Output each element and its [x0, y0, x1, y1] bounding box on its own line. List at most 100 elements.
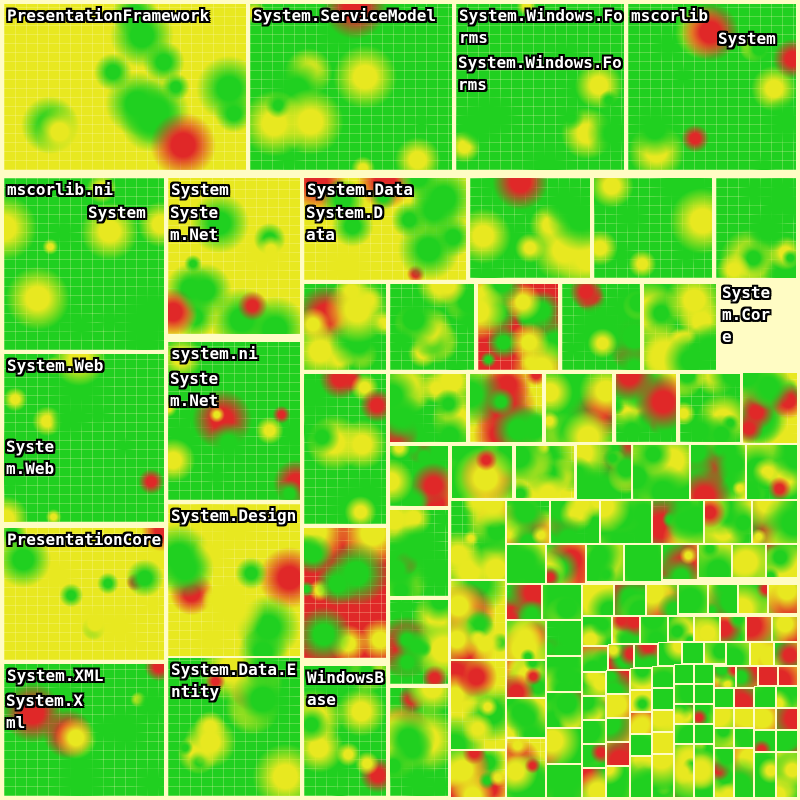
treemap-tile: [546, 764, 582, 798]
treemap-tile: [506, 620, 546, 660]
treemap-tile: [714, 728, 734, 748]
treemap-tile: [652, 666, 674, 688]
treemap-tile: [694, 684, 714, 704]
treemap-tile: [678, 584, 708, 614]
treemap-tile: [708, 584, 738, 614]
treemap-tile: [714, 748, 734, 798]
treemap-tile: [674, 664, 694, 684]
treemap-tile: [694, 724, 714, 744]
treemap-tile: [514, 444, 576, 500]
treemap-tile: [544, 372, 614, 444]
treemap-tile: [606, 694, 630, 718]
treemap-tile: [674, 744, 694, 798]
treemap-tile: [630, 712, 652, 734]
treemap-tile: [576, 444, 632, 500]
treemap-tile: [582, 720, 606, 744]
treemap-tile: [694, 704, 714, 724]
treemap-tile: [506, 738, 546, 798]
treemap-tile: [734, 748, 754, 798]
treemap-tile: [614, 372, 678, 444]
treemap-tile-n9: System.Web: [2, 352, 166, 524]
treemap-tile: [606, 742, 630, 766]
treemap-tile: [704, 500, 752, 544]
treemap-label: System.XML: [7, 666, 104, 685]
treemap-tile: [506, 584, 542, 620]
treemap-tile: [682, 642, 704, 664]
treemap-tile: [704, 642, 726, 664]
treemap-tile: [630, 734, 652, 756]
treemap-tile: [606, 718, 630, 742]
treemap-tile: [600, 500, 652, 544]
treemap-tile: [734, 728, 754, 748]
treemap-tile-n7: System.Data: [302, 176, 468, 282]
treemap-tile: [652, 688, 674, 710]
treemap-tile: [546, 728, 582, 764]
treemap-tile-n12: System.Design: [166, 502, 302, 660]
treemap-tile: [652, 754, 674, 798]
treemap-tile: [302, 526, 388, 660]
treemap-tile: [614, 584, 646, 616]
treemap-tile: [694, 616, 720, 642]
treemap-tile: [694, 744, 714, 798]
treemap-label: System.Windows.Forms: [459, 6, 623, 47]
treemap-tile: [582, 768, 606, 798]
treemap-tile: [450, 750, 506, 798]
treemap-tile: [506, 500, 550, 544]
treemap-tile: [560, 282, 642, 372]
treemap-tile: [734, 688, 754, 708]
treemap-tile: [758, 666, 778, 686]
treemap-label: System.ServiceModel: [253, 6, 437, 25]
treemap-tile: [742, 372, 798, 444]
treemap-tile: [678, 372, 742, 444]
treemap-tile: [642, 282, 718, 372]
treemap-tile: [582, 616, 612, 646]
treemap-tile: [634, 644, 658, 668]
treemap-tile: [714, 708, 734, 728]
treemap-tile: [592, 176, 714, 280]
treemap-tile: [630, 690, 652, 712]
treemap-label: System.Data: [307, 180, 413, 199]
treemap-tile: [754, 686, 776, 708]
treemap-tile: [768, 584, 798, 614]
treemap-tile: [778, 666, 798, 686]
treemap-tile: [714, 176, 798, 280]
treemap-tile: [746, 616, 772, 642]
treemap-tile: [776, 708, 798, 730]
treemap-tile: [388, 282, 476, 372]
treemap-label: System.Web: [7, 356, 104, 375]
treemap-tile-n11: PresentationCore: [2, 526, 166, 662]
treemap-tile: [302, 372, 388, 526]
treemap-tile-n10: system.ni: [166, 340, 302, 502]
treemap-tile: [632, 444, 690, 500]
treemap-tile: [646, 584, 678, 616]
treemap-tile: [776, 752, 798, 798]
treemap-tile: [468, 176, 592, 280]
treemap-label: System.Data.Entity: [171, 660, 297, 701]
treemap-tile: [302, 282, 388, 372]
treemap-tile: [476, 282, 560, 372]
treemap-tile: [388, 444, 450, 508]
treemap-label: mscorlib: [631, 6, 709, 25]
treemap-tile: [550, 500, 600, 544]
treemap-tile: [582, 744, 606, 768]
treemap-label: WindowsBase: [307, 668, 385, 709]
treemap-tile: [674, 724, 694, 744]
treemap-tile: [736, 666, 758, 688]
treemap-tile: [652, 732, 674, 754]
treemap-tile: [582, 672, 606, 696]
treemap-tile: [652, 710, 674, 732]
treemap-tile: [608, 644, 634, 670]
treemap-tile: [388, 508, 450, 598]
treemap-tile: [690, 444, 746, 500]
treemap-tile: [662, 544, 698, 580]
treemap-tile: [624, 544, 662, 582]
treemap-tile: [720, 616, 746, 642]
treemap-tile: [732, 544, 766, 578]
treemap-tile: [506, 660, 546, 698]
treemap-label: System.Design: [171, 506, 297, 525]
treemap-tile: [776, 730, 798, 752]
treemap-tile: [450, 580, 506, 660]
treemap-tile: [694, 664, 714, 684]
treemap-tile: [546, 692, 582, 728]
treemap-label: PresentationCore: [7, 530, 162, 549]
